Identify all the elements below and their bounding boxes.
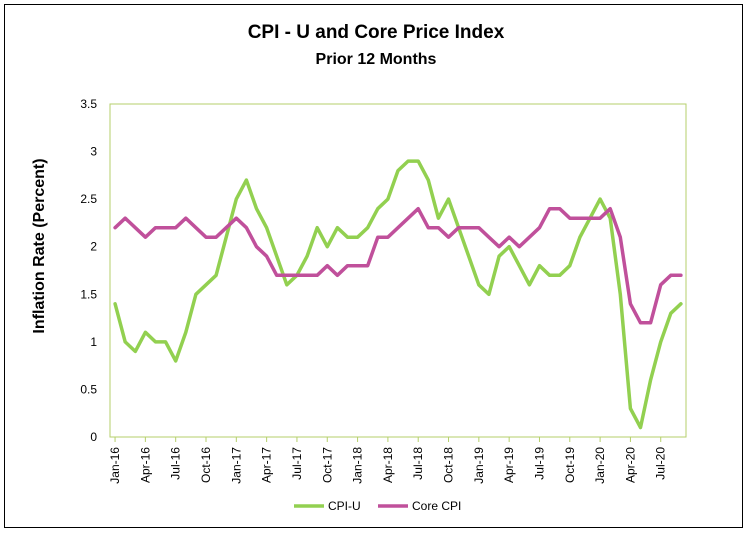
x-tick-label: Oct-19 [563,447,577,483]
x-tick-label: Jul-18 [411,447,425,480]
x-tick-label: Jul-20 [654,447,668,480]
x-tick-label: Jan-20 [593,447,607,484]
x-tick-label: Apr-18 [381,447,395,483]
series-line-cpi-u [113,159,683,430]
x-tick-label: Jan-16 [108,447,122,484]
y-tick-label: 2.5 [80,192,97,206]
x-tick-label: Jul-16 [169,447,183,480]
chart-frame [4,4,743,528]
y-axis-label: Inflation Rate (Percent) [31,158,48,333]
y-tick-label: 2 [90,240,97,254]
x-tick-label: Oct-17 [320,447,334,483]
x-tick-label: Apr-16 [138,447,152,483]
series-lines [113,159,683,430]
x-tick-label: Apr-20 [623,447,637,483]
x-tick-label: Jan-19 [472,447,486,484]
legend-label: CPI-U [328,499,361,513]
x-axis: Jan-16 Apr-16 Jul-16 Oct-16 Jan-17 Apr-17 Jul-… [108,437,668,484]
x-tick-label: Jul-19 [532,447,546,480]
y-tick-label: 0 [90,430,97,444]
y-axis: 0 0.5 1 1.5 2 2.5 3 3.5 [80,97,97,444]
y-tick-label: 1 [90,335,97,349]
plot-area [109,103,687,438]
chart-subtitle: Prior 12 Months [316,51,437,68]
y-tick-label: 1.5 [80,287,97,301]
x-tick-label: Oct-18 [442,447,456,483]
x-tick-label: Apr-19 [502,447,516,483]
legend: CPI-U Core CPI [294,499,461,513]
y-tick-label: 0.5 [80,382,97,396]
chart-title: CPI - U and Core Price Index [248,22,505,43]
y-tick-label: 3.5 [80,97,97,111]
legend-label: Core CPI [412,499,461,513]
x-tick-label: Apr-17 [260,447,274,483]
x-tick-label: Jul-17 [290,447,304,480]
x-tick-label: Oct-16 [199,447,213,483]
x-tick-label: Jan-17 [229,447,243,484]
x-tick-label: Jan-18 [351,447,365,484]
y-tick-label: 3 [90,145,97,159]
series-line-core-cpi [113,206,683,325]
